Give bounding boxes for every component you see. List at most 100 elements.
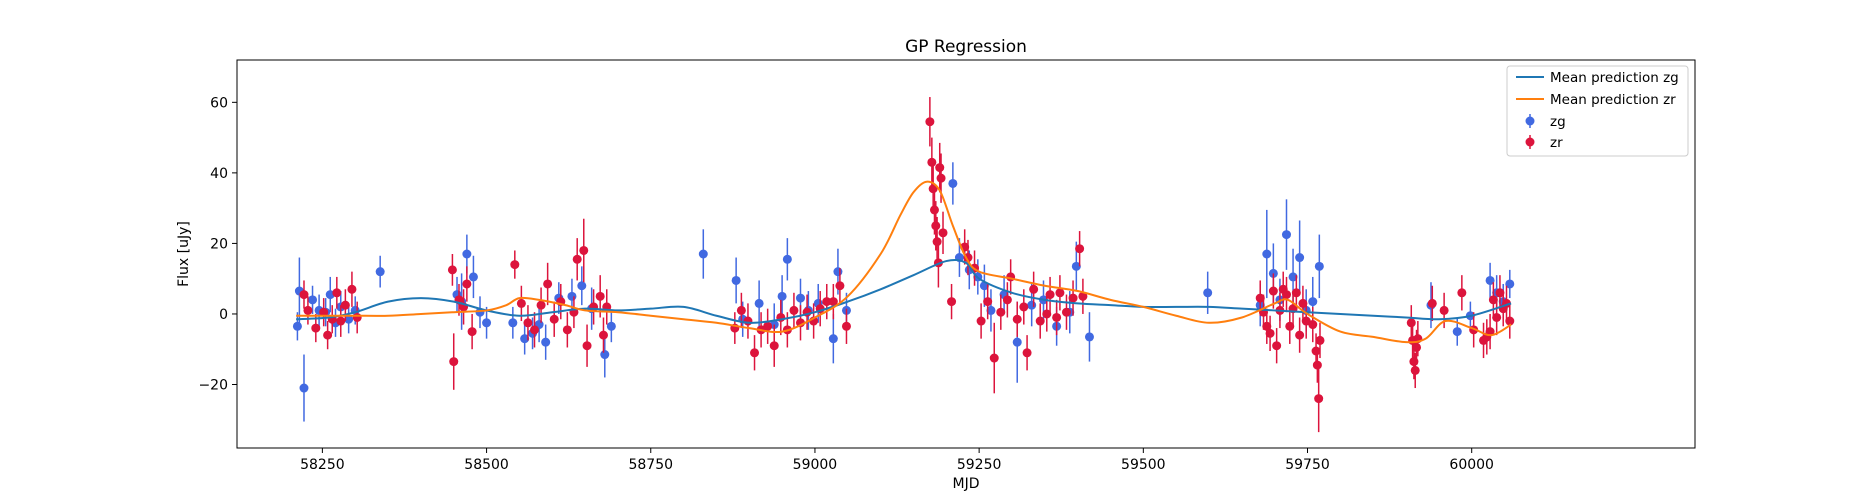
zr-point: [1265, 328, 1275, 338]
zr-point: [536, 300, 546, 310]
zg-point: [1084, 332, 1094, 342]
zr-point: [983, 297, 993, 307]
zr-point: [835, 281, 845, 291]
zg-point: [1281, 230, 1291, 240]
zg-point: [1452, 327, 1462, 337]
zr-point: [1427, 298, 1437, 308]
zr-point: [928, 184, 938, 194]
zr-point: [841, 321, 851, 331]
zg-point: [1262, 249, 1272, 259]
zr-point: [763, 321, 773, 331]
chart-title: GP Regression: [905, 37, 1027, 57]
zr-point: [1012, 314, 1022, 324]
y-axis: −20 0 20 40 60: [198, 95, 237, 394]
zr-point: [549, 314, 559, 324]
legend-label-zr: zr: [1550, 135, 1563, 151]
zr-point: [976, 316, 986, 326]
zg-point: [1203, 288, 1213, 298]
zr-point: [1262, 321, 1272, 331]
zr-point: [1272, 341, 1282, 351]
zr-point: [1052, 312, 1062, 322]
legend-box: [1506, 65, 1689, 157]
zr-point: [1457, 288, 1467, 298]
zr-point: [1255, 293, 1265, 303]
y-tick-label: 60: [210, 95, 228, 111]
legend-label-mean-zg: Mean prediction zg: [1550, 70, 1679, 86]
zr-point: [1406, 318, 1416, 328]
zr-point: [1488, 295, 1498, 305]
zr-point: [347, 284, 357, 294]
zg-point: [795, 293, 805, 303]
zr-point: [598, 330, 608, 340]
zr-point: [516, 298, 526, 308]
zg-point: [520, 334, 530, 344]
zr-point: [1295, 330, 1305, 340]
zr-point: [996, 307, 1006, 317]
zr-point: [523, 318, 533, 328]
axes-frame: [236, 59, 1696, 449]
zr-point: [947, 297, 957, 307]
zg-point: [600, 350, 610, 360]
zr-point: [311, 323, 321, 333]
zg-point: [731, 275, 741, 285]
zg-point: [1308, 297, 1318, 307]
zr-point: [1268, 286, 1278, 296]
zr-point: [1019, 302, 1029, 312]
zg-point: [1027, 300, 1037, 310]
zr-point: [1492, 312, 1502, 322]
zr-point: [352, 312, 362, 322]
zr-point: [582, 341, 592, 351]
zr-point: [1505, 316, 1515, 326]
x-tick-label: 58750: [628, 457, 673, 473]
zr-point: [530, 325, 540, 335]
zg-point: [754, 298, 764, 308]
zr-point: [319, 307, 329, 317]
zr-point: [1311, 346, 1321, 356]
zg-point: [292, 321, 302, 331]
zr-point: [1022, 348, 1032, 358]
zr-point: [1301, 316, 1311, 326]
zr-point: [579, 245, 589, 255]
zr-point: [750, 348, 760, 358]
zr-point: [1045, 290, 1055, 300]
zg-point: [308, 295, 318, 305]
zg-point: [375, 267, 385, 277]
x-axis: 58250 58500 58750 59000 59250 59500 59750 60000: [300, 448, 1494, 473]
zr-point: [932, 237, 942, 247]
zg-point: [577, 281, 587, 291]
zg-point: [986, 305, 996, 315]
x-tick-label: 59250: [957, 457, 1002, 473]
zg-point: [828, 334, 838, 344]
plot-content: [292, 97, 1515, 433]
zr-point: [543, 279, 553, 289]
zg-point: [482, 318, 492, 328]
zr-point: [935, 163, 945, 173]
zr-point: [1285, 321, 1295, 331]
zr-point: [510, 260, 520, 270]
zg-point: [606, 321, 616, 331]
zg-point: [468, 272, 478, 282]
zr-point: [828, 297, 838, 307]
zr-point: [1439, 305, 1449, 315]
zr-point: [572, 254, 582, 264]
zr-point: [1061, 307, 1071, 317]
zr-point: [323, 330, 333, 340]
x-axis-label: MJD: [953, 476, 980, 492]
zr-point: [822, 297, 832, 307]
zg-point: [1012, 337, 1022, 347]
line-mean-prediction-zr: [296, 180, 1512, 344]
zg-point: [833, 267, 843, 277]
zr-point: [769, 341, 779, 351]
zr-point: [336, 316, 346, 326]
zr-point: [595, 291, 605, 301]
zr-point: [938, 228, 948, 238]
zr-point: [931, 221, 941, 231]
legend-swatch-zg: [1525, 116, 1535, 126]
zr-point: [1291, 288, 1301, 298]
legend: Mean prediction zg Mean prediction zr zg…: [1506, 65, 1689, 157]
zr-point: [1075, 244, 1085, 254]
zg-point: [1314, 261, 1324, 271]
zr-point: [936, 173, 946, 183]
zr-point: [1298, 298, 1308, 308]
zg-point: [782, 254, 792, 264]
